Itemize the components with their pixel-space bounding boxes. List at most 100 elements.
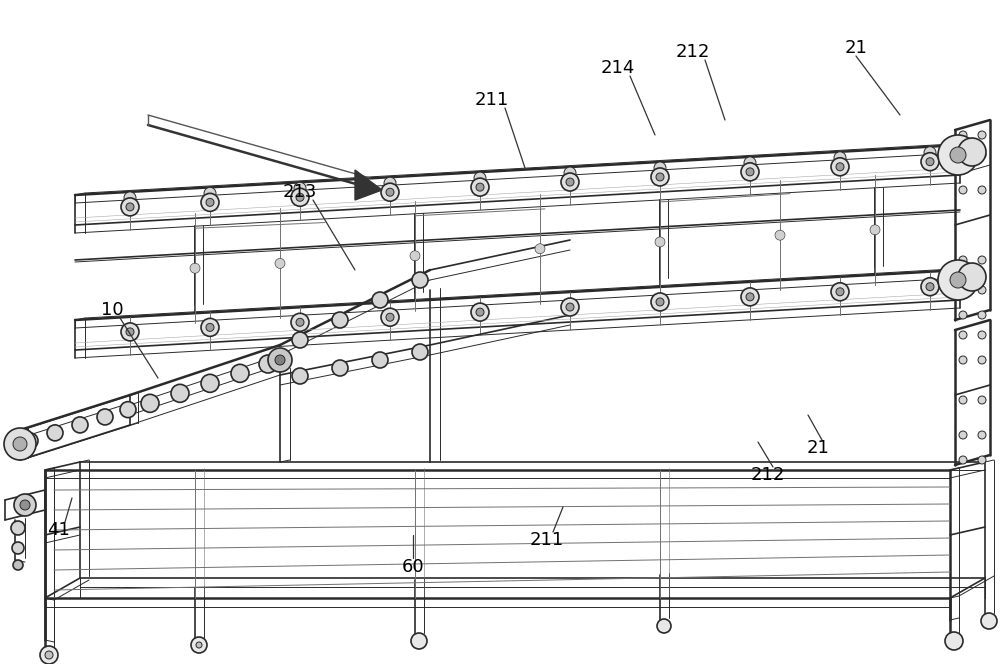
Circle shape [476, 183, 484, 191]
Circle shape [474, 172, 486, 184]
Circle shape [566, 303, 574, 311]
Circle shape [775, 230, 785, 240]
Circle shape [72, 417, 88, 433]
Circle shape [201, 318, 219, 337]
Text: 212: 212 [676, 43, 710, 61]
Circle shape [656, 173, 664, 181]
Circle shape [121, 323, 139, 341]
Polygon shape [355, 170, 382, 200]
Circle shape [206, 323, 214, 331]
Circle shape [411, 633, 427, 649]
Circle shape [171, 384, 189, 402]
Circle shape [566, 178, 574, 186]
Circle shape [20, 500, 30, 510]
Circle shape [14, 494, 36, 516]
Circle shape [291, 189, 309, 207]
Circle shape [476, 308, 484, 316]
Circle shape [259, 355, 277, 373]
Circle shape [381, 308, 399, 326]
Circle shape [836, 288, 844, 295]
Circle shape [656, 298, 664, 306]
Circle shape [959, 456, 967, 464]
Circle shape [959, 186, 967, 194]
Circle shape [535, 244, 545, 254]
Text: 211: 211 [530, 531, 564, 549]
Circle shape [292, 368, 308, 384]
Circle shape [836, 163, 844, 171]
Circle shape [201, 193, 219, 211]
Circle shape [978, 311, 986, 319]
Circle shape [386, 188, 394, 196]
Circle shape [332, 312, 348, 328]
Circle shape [978, 256, 986, 264]
Circle shape [561, 298, 579, 316]
Circle shape [981, 613, 997, 629]
Circle shape [13, 560, 23, 570]
Circle shape [4, 428, 36, 460]
Circle shape [126, 328, 134, 336]
Circle shape [275, 355, 285, 365]
Circle shape [291, 313, 309, 331]
Circle shape [381, 183, 399, 201]
Circle shape [372, 292, 388, 308]
Circle shape [978, 131, 986, 139]
Circle shape [926, 157, 934, 166]
Circle shape [978, 151, 986, 159]
Circle shape [40, 646, 58, 664]
Circle shape [204, 187, 216, 199]
Circle shape [471, 178, 489, 196]
Circle shape [296, 193, 304, 201]
Circle shape [410, 251, 420, 261]
Circle shape [657, 619, 671, 633]
Circle shape [126, 203, 134, 211]
Circle shape [746, 168, 754, 176]
Circle shape [921, 153, 939, 171]
Circle shape [978, 396, 986, 404]
Circle shape [834, 152, 846, 164]
Text: 211: 211 [475, 91, 509, 109]
Circle shape [926, 283, 934, 291]
Circle shape [978, 331, 986, 339]
Circle shape [45, 651, 53, 659]
Circle shape [831, 158, 849, 176]
Circle shape [978, 456, 986, 464]
Text: 41: 41 [47, 521, 69, 539]
Circle shape [268, 348, 292, 372]
Circle shape [651, 168, 669, 186]
Circle shape [121, 198, 139, 216]
Circle shape [141, 394, 159, 412]
Circle shape [655, 237, 665, 247]
Circle shape [296, 318, 304, 326]
Circle shape [412, 272, 428, 288]
Circle shape [938, 135, 978, 175]
Circle shape [190, 263, 200, 273]
Circle shape [741, 288, 759, 306]
Circle shape [120, 402, 136, 418]
Circle shape [978, 431, 986, 439]
Circle shape [11, 521, 25, 535]
Circle shape [959, 356, 967, 364]
Circle shape [959, 151, 967, 159]
Circle shape [13, 437, 27, 451]
Circle shape [978, 186, 986, 194]
Circle shape [744, 157, 756, 169]
Circle shape [191, 637, 207, 653]
Circle shape [332, 360, 348, 376]
Circle shape [384, 177, 396, 189]
Circle shape [97, 409, 113, 425]
Circle shape [978, 286, 986, 294]
Circle shape [959, 286, 967, 294]
Text: 10: 10 [101, 301, 123, 319]
Circle shape [22, 433, 38, 449]
Circle shape [292, 332, 308, 348]
Circle shape [959, 311, 967, 319]
Circle shape [654, 162, 666, 174]
Circle shape [746, 293, 754, 301]
Circle shape [959, 396, 967, 404]
Circle shape [959, 131, 967, 139]
Text: 21: 21 [845, 39, 867, 57]
Circle shape [924, 147, 936, 159]
Circle shape [950, 147, 966, 163]
Text: 21: 21 [807, 439, 829, 457]
Circle shape [124, 192, 136, 204]
